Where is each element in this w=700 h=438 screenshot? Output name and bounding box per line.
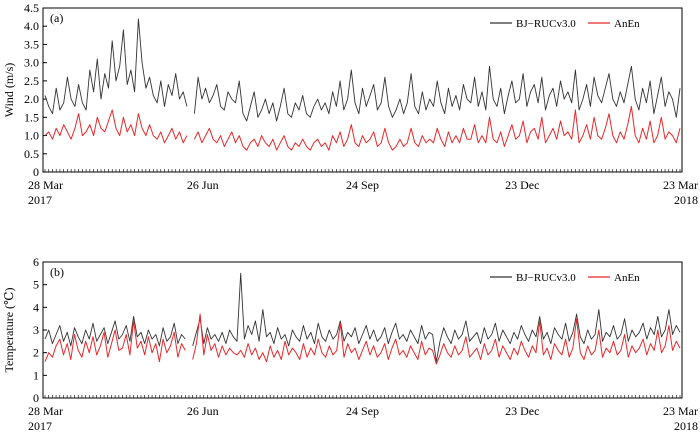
legend-label: AnEn bbox=[614, 272, 640, 284]
y-axis-title: Temperature (℃) bbox=[2, 288, 16, 373]
x-tick-label: 26 Jun bbox=[187, 404, 219, 418]
y-tick-label: 2 bbox=[33, 346, 39, 360]
y-tick-label: 0 bbox=[33, 165, 39, 179]
panel-label: (a) bbox=[50, 11, 63, 25]
y-tick-label: 0 bbox=[33, 391, 39, 405]
y-tick-label: 3.5 bbox=[24, 37, 39, 51]
x-tick-year: 2017 bbox=[28, 419, 52, 433]
y-tick-label: 2.0 bbox=[24, 92, 39, 106]
x-tick-year: 2018 bbox=[674, 419, 698, 433]
x-tick-year: 2018 bbox=[674, 193, 698, 207]
x-tick-label: 28 Mar bbox=[28, 178, 63, 192]
y-tick-label: 4 bbox=[33, 300, 39, 314]
x-tick-label: 26 Jun bbox=[187, 178, 219, 192]
series-line-anen bbox=[44, 105, 681, 151]
y-tick-label: 3.0 bbox=[24, 56, 39, 70]
series-line-bj-rucv3 bbox=[44, 272, 681, 363]
series-line-anen bbox=[44, 313, 681, 365]
x-tick-label: 24 Sep bbox=[346, 404, 379, 418]
y-tick-label: 6 bbox=[33, 255, 39, 269]
legend-label: BJ−RUCv3.0 bbox=[516, 18, 576, 30]
y-tick-label: 3 bbox=[33, 323, 39, 337]
series-line-bj-rucv3 bbox=[44, 18, 681, 122]
y-tick-label: 4.5 bbox=[24, 1, 39, 15]
y-tick-label: 1 bbox=[33, 368, 39, 382]
y-tick-label: 5 bbox=[33, 278, 39, 292]
panel-label: (b) bbox=[50, 265, 64, 279]
plot-frame bbox=[42, 261, 683, 399]
y-tick-label: 4.0 bbox=[24, 19, 39, 33]
y-tick-label: 1.0 bbox=[24, 129, 39, 143]
y-tick-label: 2.5 bbox=[24, 74, 39, 88]
x-tick-label: 23 Mar bbox=[663, 404, 698, 418]
legend-label: BJ−RUCv3.0 bbox=[516, 272, 576, 284]
x-tick-label: 23 Dec bbox=[505, 404, 539, 418]
y-tick-label: 1.5 bbox=[24, 110, 39, 124]
x-tick-year: 2017 bbox=[28, 193, 52, 207]
x-tick-label: 24 Sep bbox=[346, 178, 379, 192]
x-tick-label: 23 Mar bbox=[663, 178, 698, 192]
legend-label: AnEn bbox=[614, 18, 640, 30]
y-tick-label: 0.5 bbox=[24, 147, 39, 161]
y-axis-title: Wind (m/s) bbox=[2, 63, 16, 118]
x-tick-label: 28 Mar bbox=[28, 404, 63, 418]
x-tick-label: 23 Dec bbox=[505, 178, 539, 192]
